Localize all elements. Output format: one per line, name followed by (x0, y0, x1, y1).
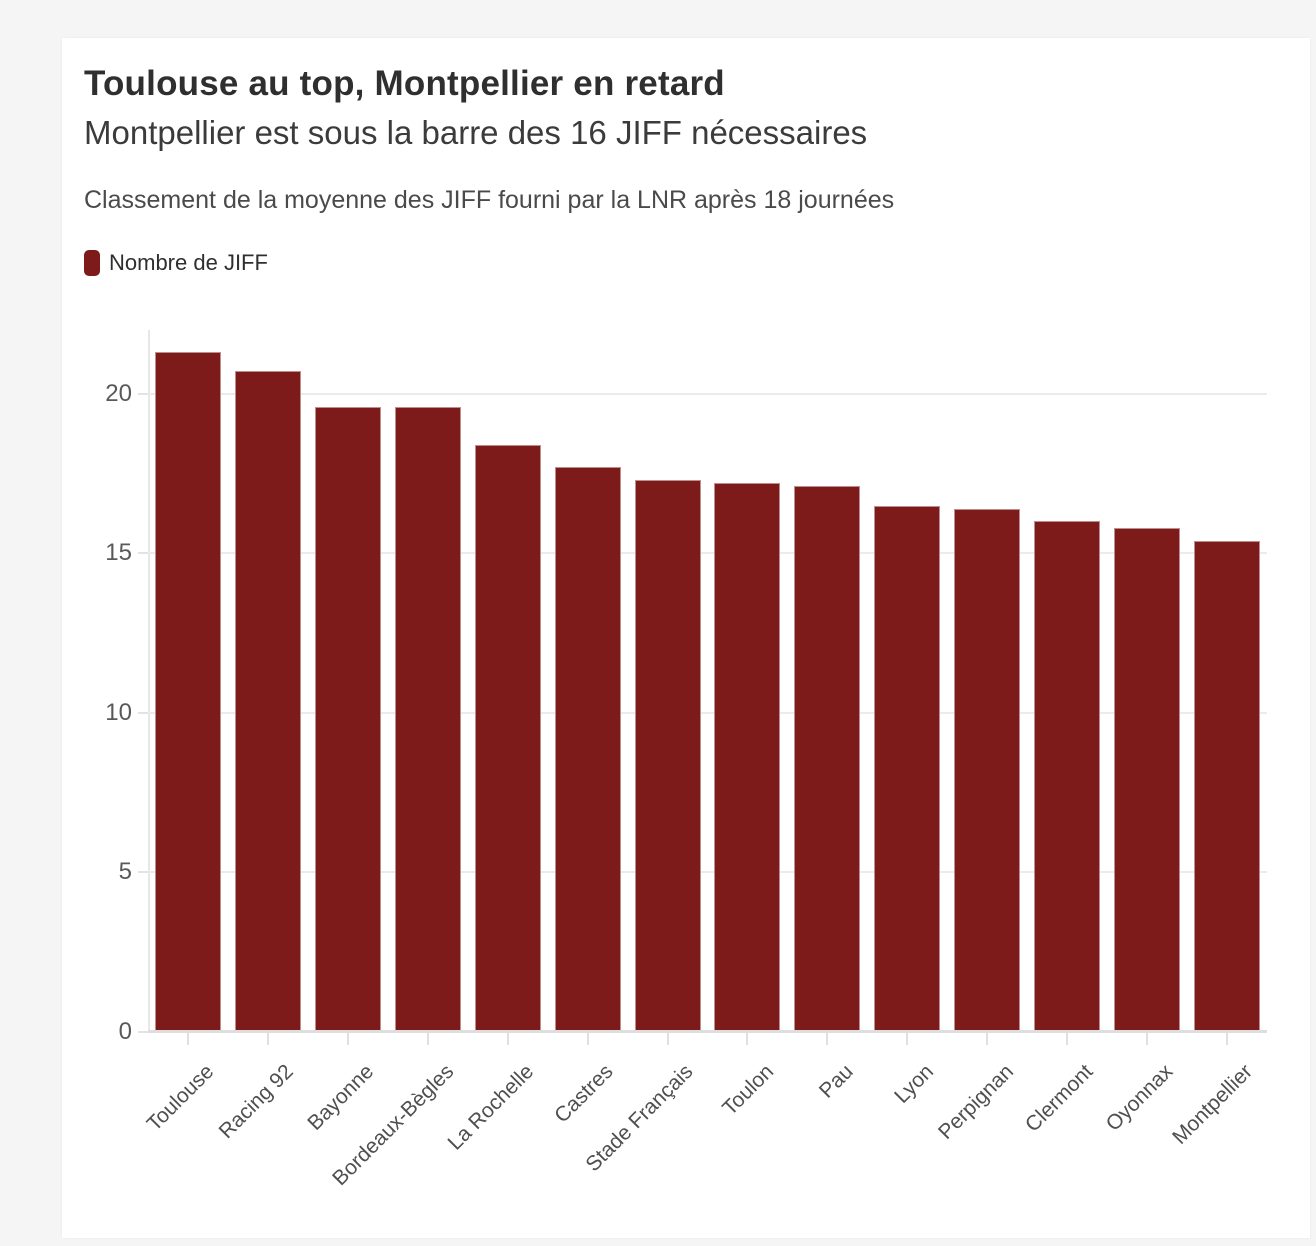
bar-castres (554, 467, 621, 1032)
y-axis-tick-10 (138, 711, 148, 714)
y-axis-tick-20 (138, 392, 148, 395)
y-axis-tick-15 (138, 552, 148, 555)
y-axis-label-15: 15 (105, 539, 132, 567)
x-axis-tick-clermont (1066, 1032, 1069, 1045)
gridline-10 (148, 711, 1267, 714)
x-axis-label-castres: Castres (550, 1060, 618, 1128)
x-axis-label-toulon: Toulon (717, 1060, 778, 1121)
chart-legend: Nombre de JIFF (84, 250, 268, 276)
x-axis-tick-toulon (746, 1032, 749, 1045)
x-axis-tick-perpignan (986, 1032, 989, 1045)
y-axis-tick-0 (138, 1031, 148, 1033)
bar-stade-francais (634, 479, 701, 1032)
x-axis-tick-stade-francais (666, 1032, 669, 1045)
chart-title: Toulouse au top, Montpellier en retard (84, 64, 725, 103)
y-axis-line (148, 330, 150, 1032)
x-axis-tick-toulouse (186, 1032, 189, 1045)
bar-oyonnax (1114, 527, 1181, 1032)
gridline-5 (148, 871, 1267, 874)
x-axis-tick-bordeaux-begles (426, 1032, 429, 1045)
gridline-15 (148, 552, 1267, 555)
x-axis-tick-castres (586, 1032, 589, 1045)
chart-card: Toulouse au top, Montpellier en retard M… (62, 38, 1310, 1238)
x-axis-label-lyon: Lyon (889, 1060, 938, 1108)
y-axis-label-10: 10 (105, 698, 132, 726)
bar-bordeaux-begles (394, 406, 461, 1032)
bar-clermont (1034, 521, 1101, 1032)
y-axis-label-5: 5 (118, 858, 132, 886)
bar-montpellier (1194, 540, 1261, 1032)
bar-perpignan (954, 508, 1021, 1032)
x-axis-label-toulouse: Toulouse (142, 1060, 219, 1136)
x-axis-tick-oyonnax (1146, 1032, 1149, 1045)
bar-pau (794, 486, 861, 1032)
chart-subtitle: Montpellier est sous la barre des 16 JIF… (84, 114, 868, 151)
x-axis-tick-lyon (906, 1032, 909, 1045)
bar-toulon (714, 483, 781, 1032)
legend-swatch-icon (84, 250, 100, 276)
bar-toulouse (154, 352, 221, 1032)
bar-bayonne (314, 406, 381, 1032)
x-axis-label-clermont: Clermont (1020, 1060, 1098, 1137)
y-axis-tick-5 (138, 871, 148, 874)
legend-label: Nombre de JIFF (109, 250, 268, 275)
x-axis-label-perpignan: Perpignan (933, 1060, 1018, 1144)
x-axis-label-la-rochelle: La Rochelle (443, 1060, 538, 1155)
x-axis-tick-bayonne (346, 1032, 349, 1045)
bar-racing-92 (234, 371, 301, 1032)
x-axis-label-montpellier: Montpellier (1168, 1060, 1258, 1149)
bar-la-rochelle (474, 444, 541, 1032)
x-axis-baseline (148, 1030, 1267, 1033)
x-axis-label-pau: Pau (814, 1060, 858, 1103)
y-axis-label-20: 20 (105, 379, 132, 407)
x-axis-label-bayonne: Bayonne (303, 1060, 379, 1135)
x-axis-label-racing-92: Racing 92 (215, 1060, 299, 1144)
x-axis-tick-pau (826, 1032, 829, 1045)
x-axis-label-oyonnax: Oyonnax (1101, 1060, 1178, 1136)
gridline-20 (148, 392, 1267, 395)
chart-description: Classement de la moyenne des JIFF fourni… (84, 186, 895, 214)
x-axis-tick-racing-92 (266, 1032, 269, 1045)
x-axis-tick-la-rochelle (506, 1032, 509, 1045)
plot-area: Toulouse Racing 92 Bayonne Bordeaux-Bègles L… (143, 330, 1267, 1190)
x-axis-tick-montpellier (1226, 1032, 1229, 1045)
bar-lyon (874, 505, 941, 1032)
y-axis-label-0: 0 (118, 1018, 132, 1045)
chart-area: Toulouse Racing 92 Bayonne Bordeaux-Bègles L… (62, 330, 1310, 1238)
